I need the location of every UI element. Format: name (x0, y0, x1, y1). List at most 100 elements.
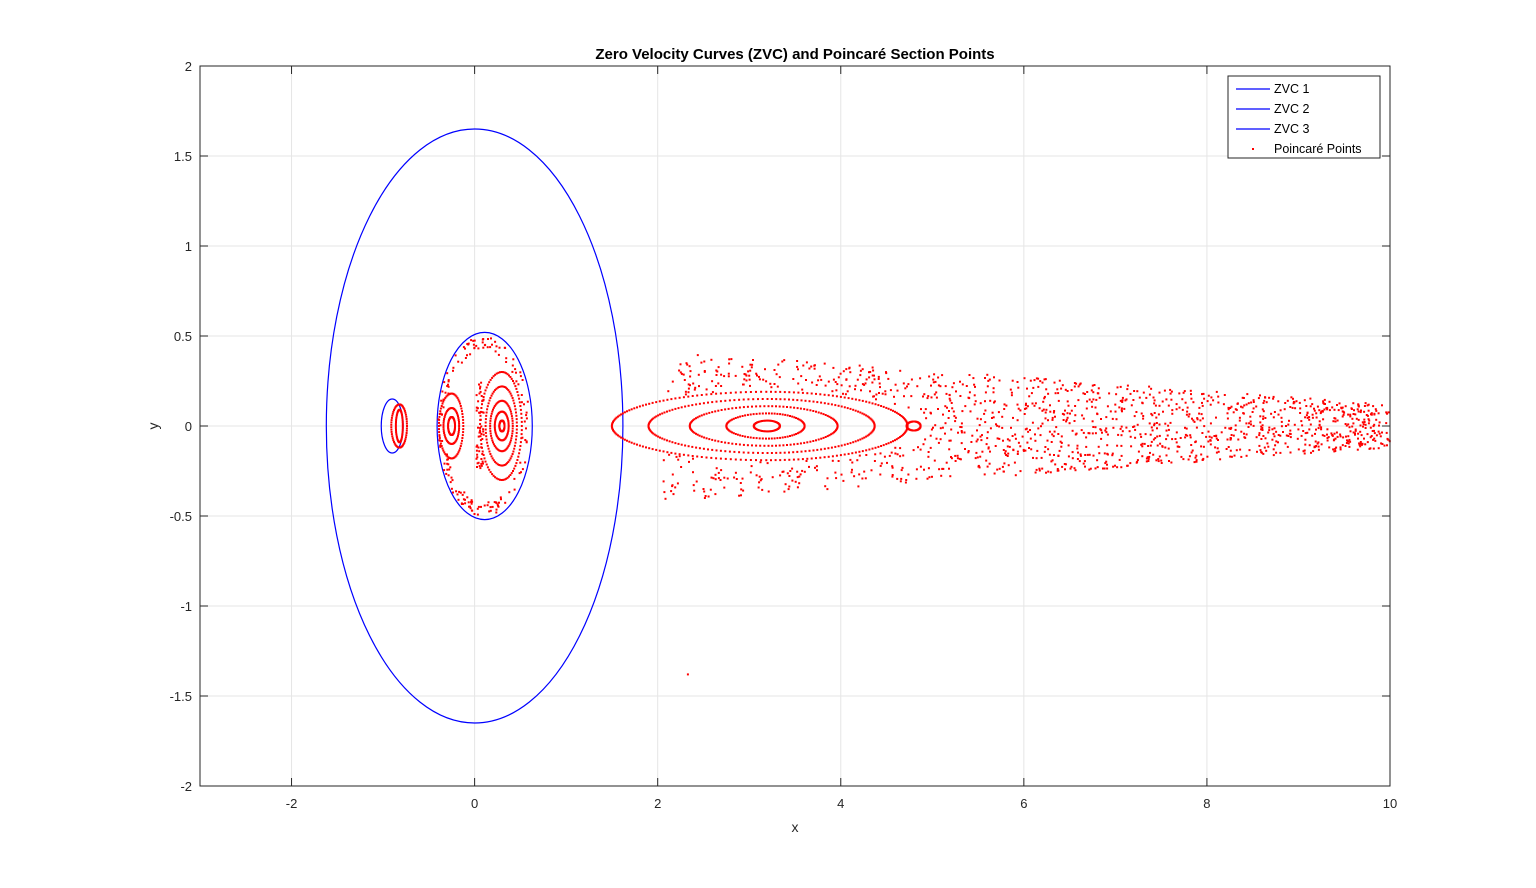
poincare-point (458, 422, 461, 425)
poincare-point (461, 439, 463, 442)
poincare-point (440, 445, 443, 447)
poincare-point (1077, 385, 1080, 388)
poincare-point (783, 458, 786, 461)
poincare-point (1229, 449, 1232, 452)
poincare-point (896, 477, 899, 480)
poincare-point (508, 390, 511, 393)
poincare-point (674, 407, 677, 410)
poincare-point (497, 504, 499, 507)
poincare-point (611, 423, 614, 426)
poincare-point (1013, 461, 1016, 464)
poincare-point (812, 400, 815, 403)
poincare-point (1337, 409, 1340, 412)
poincare-point (1344, 405, 1347, 408)
poincare-point (663, 438, 666, 441)
poincare-point (792, 378, 795, 380)
poincare-point (459, 405, 462, 407)
poincare-point (1342, 413, 1345, 416)
poincare-point (477, 435, 480, 438)
poincare-point (700, 414, 703, 417)
poincare-point (1119, 399, 1122, 402)
poincare-point (1040, 425, 1042, 428)
poincare-point (1258, 432, 1261, 435)
poincare-point (461, 410, 463, 413)
poincare-point (1133, 425, 1136, 428)
poincare-point (680, 406, 683, 409)
legend-label: ZVC 1 (1274, 82, 1309, 96)
poincare-point (525, 427, 527, 430)
poincare-point (758, 475, 761, 478)
poincare-point (1354, 413, 1357, 416)
poincare-point (395, 431, 398, 433)
poincare-point (964, 405, 967, 408)
poincare-point (1321, 409, 1324, 412)
poincare-point (734, 417, 737, 419)
poincare-point (1348, 426, 1351, 429)
poincare-point (1088, 468, 1091, 471)
poincare-point (509, 376, 512, 378)
poincare-point (1280, 420, 1283, 423)
poincare-point (1375, 434, 1378, 437)
poincare-point (454, 440, 457, 443)
poincare-point (494, 420, 497, 423)
poincare-point (688, 425, 691, 428)
poincare-point (519, 375, 522, 378)
poincare-point (390, 433, 393, 436)
poincare-point (666, 410, 668, 413)
poincare-point (747, 451, 750, 454)
poincare-point (956, 457, 959, 460)
poincare-point (901, 466, 904, 469)
poincare-point (1104, 429, 1107, 432)
poincare-point (490, 412, 493, 415)
poincare-point (481, 341, 484, 344)
poincare-point (1121, 396, 1124, 399)
poincare-point (796, 470, 799, 473)
poincare-point (1035, 377, 1038, 380)
poincare-point (746, 405, 749, 408)
poincare-point (1082, 431, 1085, 434)
poincare-point (651, 418, 653, 421)
poincare-point (767, 444, 770, 447)
poincare-point (1160, 462, 1163, 464)
poincare-point (738, 398, 741, 401)
poincare-point (1289, 436, 1292, 439)
poincare-point (775, 444, 777, 447)
poincare-point (988, 378, 991, 381)
poincare-point (1089, 467, 1092, 470)
poincare-point (501, 450, 504, 453)
poincare-point (1315, 428, 1317, 431)
poincare-point (519, 461, 522, 464)
poincare-point (1362, 423, 1365, 426)
poincare-point (1038, 469, 1041, 472)
poincare-point (749, 384, 751, 387)
poincare-point (1171, 438, 1174, 441)
poincare-point (1286, 399, 1289, 402)
poincare-point (1029, 379, 1032, 382)
poincare-point (1347, 423, 1350, 426)
poincare-point (495, 416, 498, 419)
poincare-point (678, 453, 681, 456)
poincare-point (491, 473, 494, 476)
poincare-point (455, 437, 458, 440)
poincare-point (983, 412, 986, 415)
poincare-point (759, 461, 762, 464)
poincare-point (902, 432, 905, 435)
poincare-point (524, 461, 527, 464)
poincare-point (703, 370, 706, 373)
poincare-point (1308, 418, 1311, 421)
poincare-point (515, 435, 518, 438)
poincare-point (506, 433, 509, 435)
poincare-point (724, 441, 727, 444)
poincare-point (783, 359, 786, 362)
poincare-point (446, 453, 448, 456)
poincare-point (1357, 404, 1360, 406)
poincare-point (1359, 445, 1362, 448)
poincare-point (734, 458, 737, 461)
poincare-point (1301, 424, 1304, 427)
poincare-point (1331, 434, 1334, 437)
poincare-point (800, 375, 803, 378)
poincare-point (1216, 447, 1219, 450)
legend-box (1227, 75, 1381, 159)
poincare-point (899, 436, 902, 438)
poincare-point (834, 445, 837, 448)
